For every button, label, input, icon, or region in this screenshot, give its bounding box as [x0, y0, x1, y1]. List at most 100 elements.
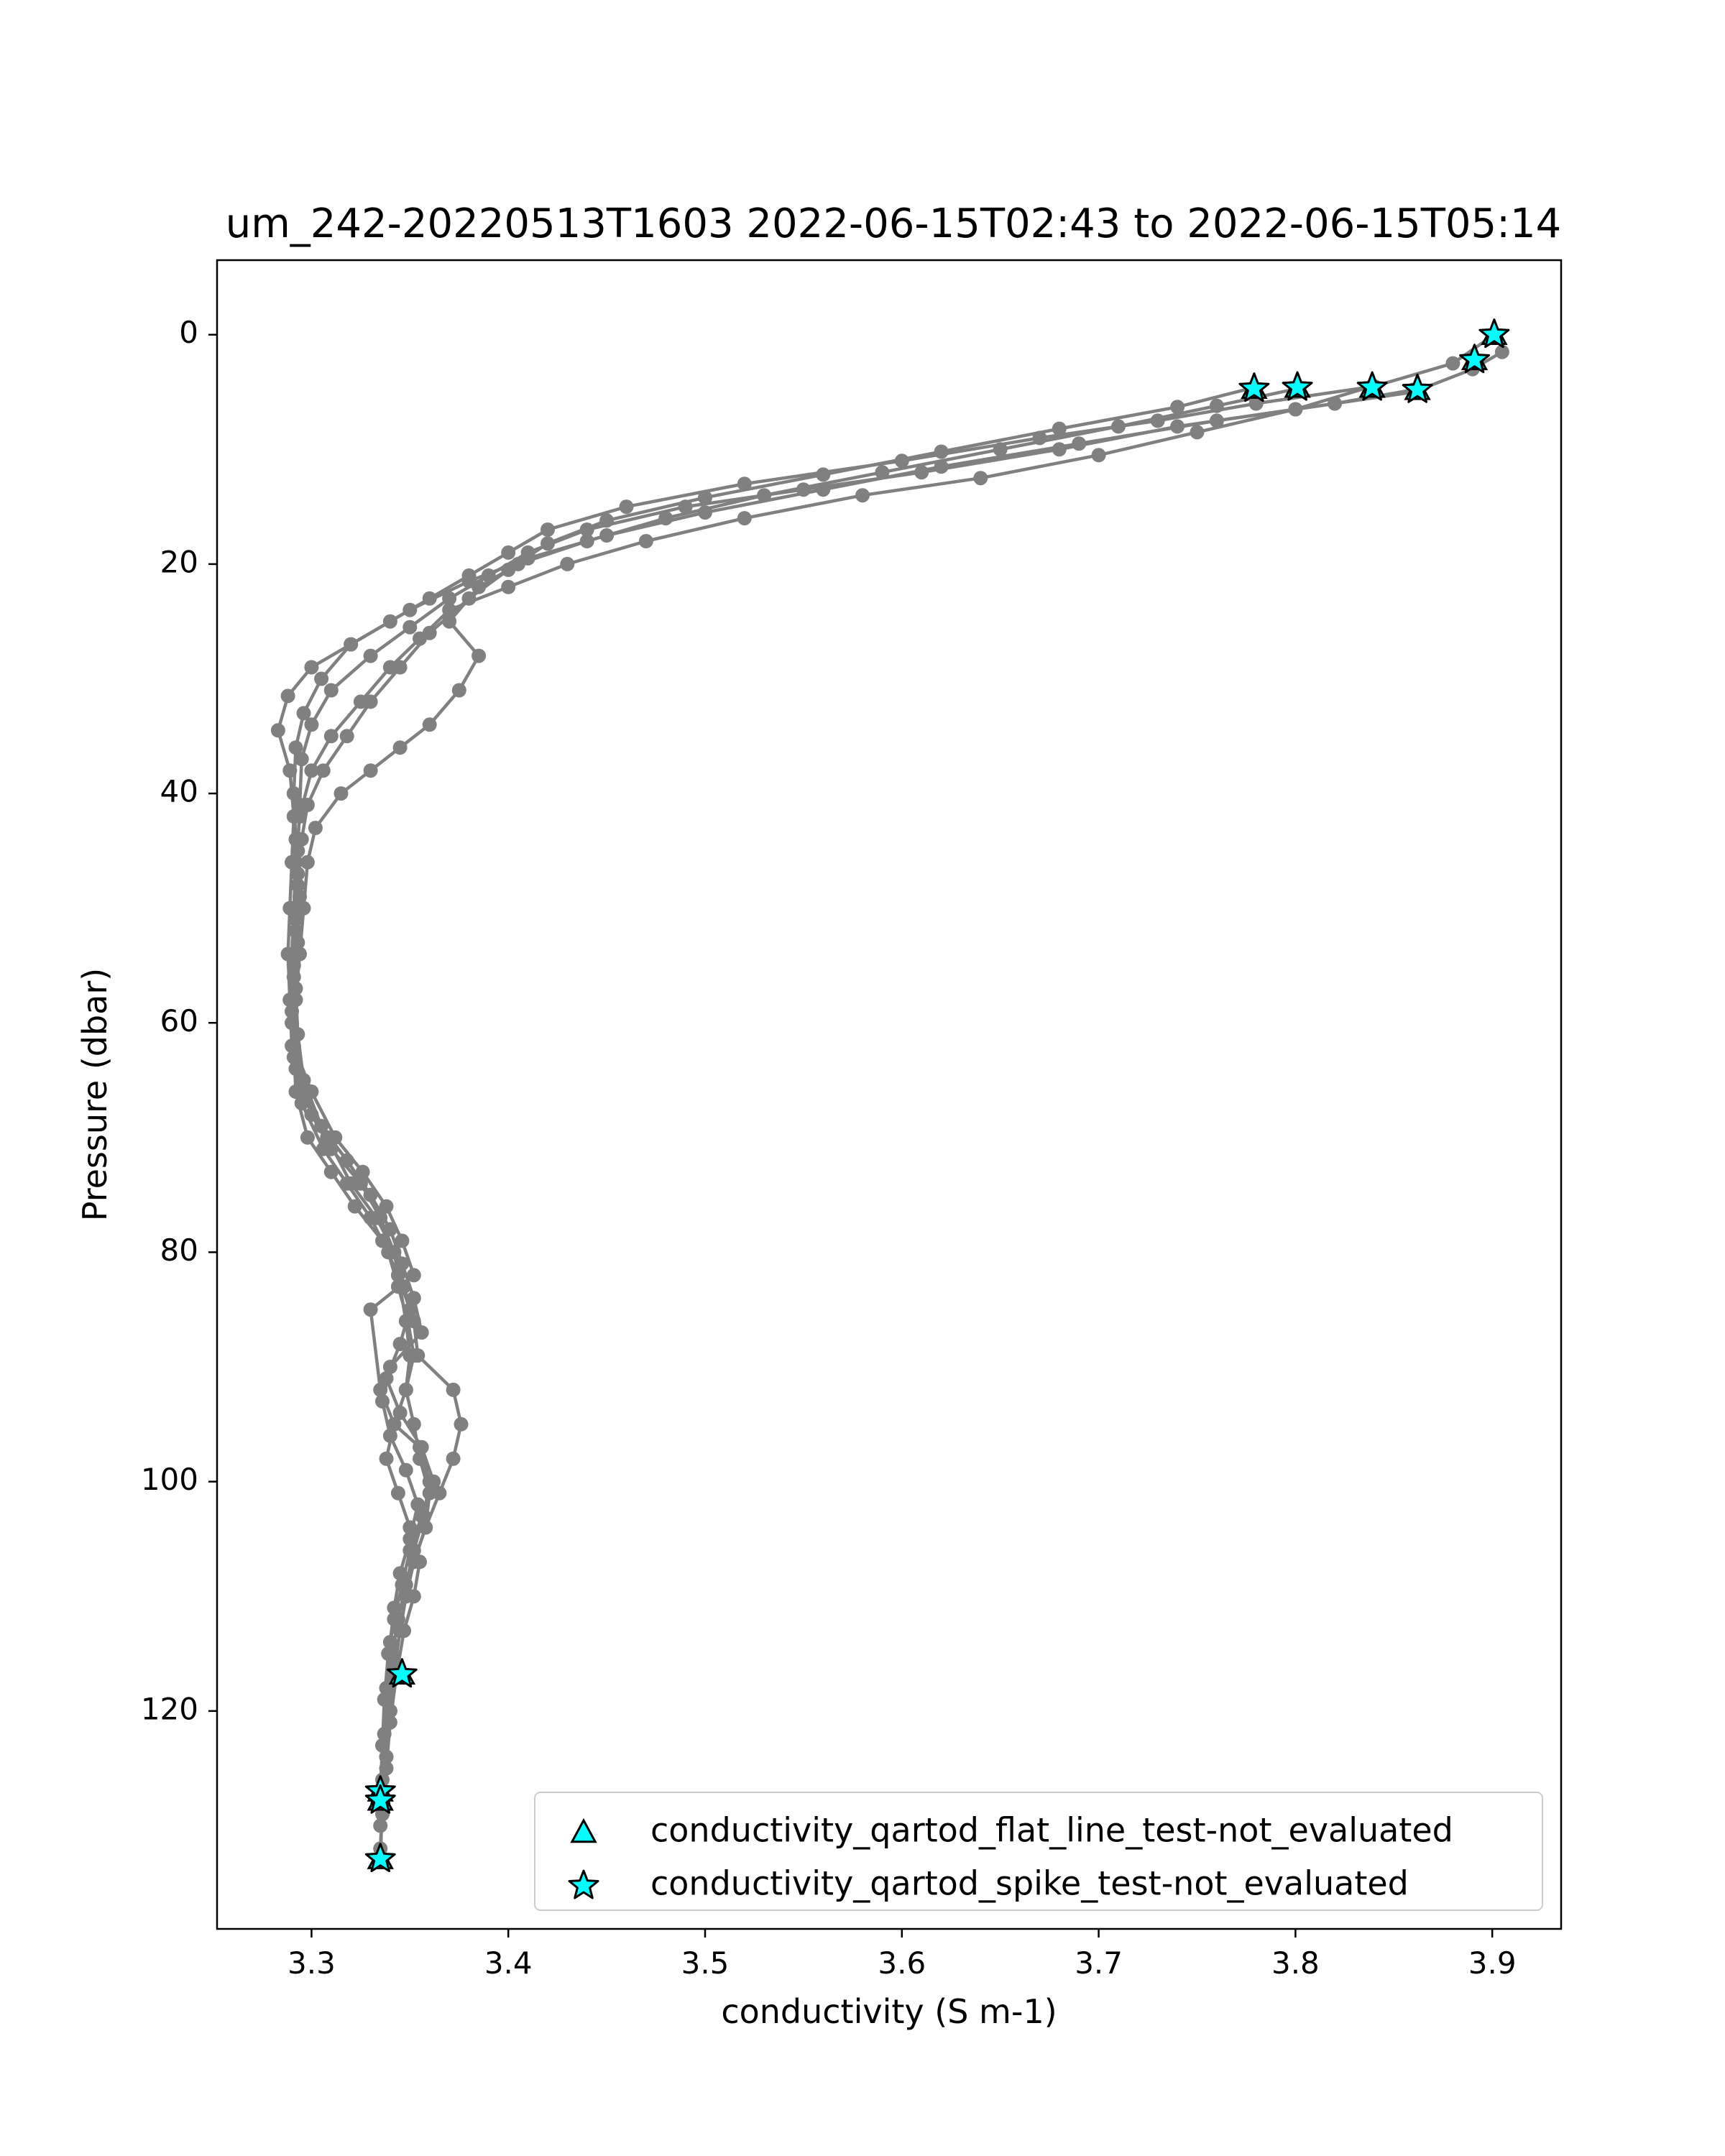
profile-point	[398, 1462, 413, 1478]
profile-point	[1072, 436, 1087, 451]
profile-point	[293, 946, 307, 962]
profile-point	[757, 488, 772, 503]
profile-point	[442, 591, 457, 606]
profile-point	[1190, 425, 1205, 440]
profile-point	[638, 534, 653, 548]
profile-point	[379, 1761, 394, 1776]
y-tick-label: 80	[160, 1233, 198, 1268]
profile-point	[363, 648, 378, 663]
profile-point	[286, 958, 301, 973]
profile-point	[304, 717, 319, 732]
profile-point	[446, 1382, 461, 1397]
profile-point	[293, 809, 307, 824]
profile-point	[451, 683, 466, 698]
profile-point	[355, 1164, 370, 1179]
profile-point	[344, 637, 359, 652]
profiles-layer	[270, 327, 1509, 1868]
profile-point	[381, 1245, 396, 1260]
profile-point	[1111, 419, 1126, 434]
profile-point	[737, 476, 752, 492]
profile-point	[432, 1485, 447, 1501]
profile-point	[737, 511, 752, 526]
profile-point	[353, 694, 368, 709]
profile-point	[579, 534, 594, 548]
profile-point	[1445, 356, 1460, 371]
spike-flag-marker	[1282, 371, 1313, 401]
profile-point	[296, 706, 311, 721]
flagged-points-layer	[364, 318, 1510, 1873]
profile-point	[339, 729, 354, 744]
profile-point	[316, 763, 331, 778]
profile-point	[363, 1210, 378, 1225]
profile-point	[296, 900, 311, 916]
y-tick-label: 60	[160, 1003, 198, 1038]
profile-point	[390, 1279, 405, 1294]
profile-point	[501, 545, 516, 560]
spike-flag-marker	[1459, 344, 1490, 374]
x-tick-label: 3.6	[878, 1945, 926, 1981]
profile-point	[414, 1508, 429, 1524]
profile-point	[304, 763, 319, 778]
spike-flag-marker	[1478, 318, 1510, 349]
profile-point	[323, 683, 339, 698]
profile-point	[1209, 413, 1224, 428]
profile-point	[402, 619, 418, 635]
profile-point	[1052, 421, 1067, 436]
profile-point	[373, 1382, 388, 1397]
profile-point	[540, 522, 555, 537]
profile-point	[973, 471, 988, 486]
profile-point	[392, 740, 408, 755]
profile-point	[316, 1141, 331, 1156]
profile-point	[363, 1302, 378, 1317]
profile-point	[300, 854, 315, 870]
spike-flag-marker	[1238, 372, 1270, 402]
profile-point	[323, 729, 339, 744]
profile-point	[855, 488, 870, 503]
profile-point	[1288, 402, 1303, 417]
profile-point	[1170, 400, 1185, 415]
profile-point	[398, 1382, 413, 1397]
profile-point	[402, 602, 418, 617]
profile-point	[304, 660, 319, 675]
x-tick-label: 3.9	[1468, 1945, 1517, 1981]
legend-box	[534, 1792, 1543, 1911]
y-axis-label: Pressure (dbar)	[75, 968, 114, 1221]
profile-point	[472, 648, 487, 663]
profile-point	[314, 671, 329, 686]
profile-point	[422, 625, 437, 640]
spike-flag-marker	[364, 1784, 396, 1814]
profile-point	[418, 1520, 433, 1535]
profile-point	[875, 465, 890, 480]
profile-point	[414, 1325, 429, 1340]
legend-star-shape	[568, 1869, 599, 1899]
profile-point	[414, 1439, 429, 1455]
profile-point	[379, 1371, 394, 1386]
y-tick-label: 100	[141, 1462, 198, 1497]
profile-point	[282, 763, 298, 778]
profile-point	[461, 591, 477, 606]
profile-point	[288, 912, 303, 927]
profile-point	[1091, 448, 1106, 463]
profile-point	[395, 1577, 410, 1593]
profile-point	[280, 688, 295, 704]
profile-point	[402, 1520, 418, 1535]
profile-point	[400, 1314, 415, 1329]
y-tick-label: 40	[160, 774, 198, 809]
profile-point	[294, 1096, 309, 1110]
profile-point	[294, 831, 309, 847]
profile-point	[1209, 398, 1224, 413]
profile-point	[294, 752, 309, 767]
profile-series-4	[286, 381, 1305, 1753]
profile-point	[285, 1004, 299, 1019]
profile-series-5	[285, 380, 1261, 1822]
legend-star-marker	[568, 1869, 599, 1899]
x-tick-label: 3.3	[288, 1945, 336, 1981]
profile-point	[390, 1485, 405, 1501]
profile-point	[993, 442, 1008, 457]
chart-title: um_242-20220513T1603 2022-06-15T02:43 to…	[226, 201, 1562, 247]
profile-point	[619, 499, 634, 515]
y-tick-label: 120	[141, 1691, 198, 1726]
y-tick-label: 20	[160, 544, 198, 579]
profile-point	[1248, 396, 1264, 411]
